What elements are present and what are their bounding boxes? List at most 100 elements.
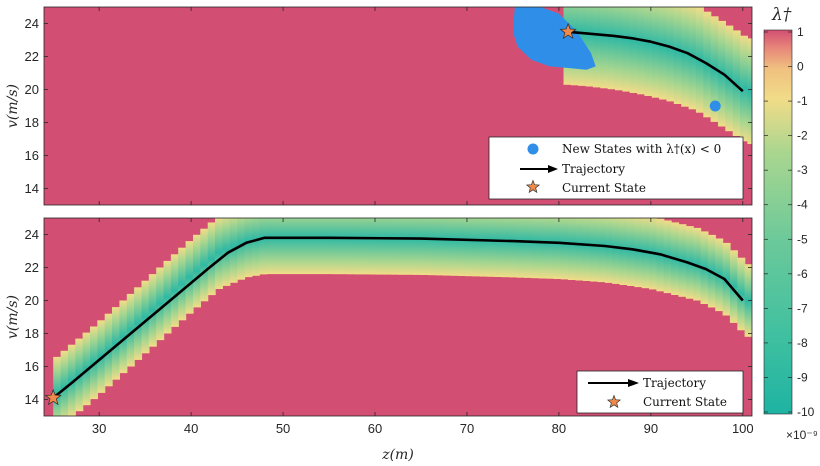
- legend-trajectory-label: Trajectory: [643, 376, 706, 390]
- colorbar-ticks: 1 0 -1 -2 -3 -4 -5 -6 -7 -8 -9 -10: [764, 25, 815, 419]
- band-cell: [575, 218, 584, 281]
- top-new-states: [512, 7, 721, 112]
- band-cell: [732, 30, 741, 136]
- band-cell: [465, 218, 474, 277]
- x-tick-label: 40: [184, 421, 198, 436]
- band-cell: [141, 280, 150, 354]
- band-cell: [585, 7, 594, 87]
- top-legend: New States with λ†(x) < 0 Trajectory Cur…: [488, 136, 744, 200]
- colorbar-tick-label: -5: [797, 232, 808, 246]
- band-cell: [627, 218, 635, 286]
- y-tick-label: 24: [25, 227, 39, 242]
- band-cell: [509, 218, 518, 278]
- band-cell: [747, 38, 752, 144]
- band-cell: [604, 218, 613, 283]
- x-tick-label: 60: [368, 421, 382, 436]
- x-tick-label: 90: [644, 421, 658, 436]
- band-cell: [524, 218, 532, 278]
- band-cell: [126, 293, 135, 367]
- band-cell: [156, 267, 165, 341]
- band-cell: [428, 218, 437, 276]
- legend-trajectory-arrow-icon: [628, 379, 639, 387]
- band-cell: [560, 218, 569, 280]
- y-tick-label: 16: [25, 359, 39, 374]
- bottom-y-axis-label: v(m/s): [5, 295, 21, 339]
- top-y-ticks: 14 16 18 20 22 24: [25, 16, 752, 196]
- band-cell: [266, 218, 275, 275]
- y-tick-label: 20: [25, 82, 39, 97]
- band-cell: [362, 218, 371, 275]
- band-cell: [295, 218, 304, 275]
- bottom-legend: Trajectory Current State: [576, 370, 744, 414]
- y-tick-label: 14: [25, 181, 39, 196]
- y-tick-label: 14: [25, 392, 39, 407]
- band-cell: [607, 7, 616, 90]
- band-cell: [384, 218, 393, 275]
- band-cell: [259, 218, 268, 275]
- colorbar-tick-label: -6: [797, 267, 808, 281]
- band-cell: [479, 218, 488, 277]
- legend-new-states-marker: [527, 143, 539, 155]
- top-axes-box: [43, 6, 753, 206]
- band-cell: [516, 218, 525, 278]
- new-states-region: [512, 7, 596, 70]
- legend-current-state-label: Current State: [562, 181, 646, 195]
- band-cell: [659, 7, 668, 100]
- band-cell: [112, 307, 120, 380]
- band-cell: [600, 7, 609, 89]
- colorbar-tick-label: -3: [797, 163, 808, 177]
- colorbar-title: λ†: [771, 5, 792, 25]
- top-panel: 14 16 18 20 22 24 v(m/s) New States with λ†(x…: [5, 6, 753, 206]
- band-cell: [185, 241, 194, 314]
- colorbar-tick-label: -1: [797, 94, 808, 108]
- band-cell: [119, 300, 128, 374]
- band-cell: [354, 218, 363, 275]
- band-cell: [590, 218, 599, 282]
- y-tick-label: 16: [25, 148, 39, 163]
- current-state-star: [44, 388, 62, 406]
- band-cell: [443, 218, 452, 276]
- band-cell: [369, 218, 378, 275]
- band-cell: [281, 218, 290, 275]
- band-cell: [53, 356, 62, 416]
- band-cell: [148, 274, 157, 347]
- top-current-state: [559, 22, 577, 40]
- band-cell: [737, 257, 746, 331]
- colorbar-exponent: ×10⁻⁹: [786, 428, 818, 442]
- new-state-point: [709, 100, 721, 112]
- current-state-star: [559, 22, 577, 40]
- band-cell: [450, 218, 459, 276]
- band-cell: [546, 218, 554, 279]
- band-cell: [740, 35, 748, 142]
- band-cell: [612, 218, 621, 284]
- star-shape: [525, 179, 541, 194]
- band-cell: [273, 218, 282, 275]
- band-cell: [637, 7, 646, 95]
- band-cell: [472, 218, 481, 277]
- band-cell: [60, 350, 69, 416]
- band-cell: [582, 218, 591, 281]
- band-cell: [592, 7, 601, 88]
- band-cell: [681, 7, 690, 107]
- band-cell: [200, 228, 209, 302]
- band-cell: [325, 218, 334, 275]
- x-tick-label: 50: [276, 421, 290, 436]
- colorbar-tick-label: -10: [797, 405, 815, 419]
- band-cell: [398, 218, 407, 275]
- y-tick-label: 24: [25, 16, 39, 31]
- band-cell: [67, 344, 76, 416]
- band-cell: [619, 218, 628, 285]
- band-cell: [531, 218, 540, 279]
- x-tick-label: 30: [92, 421, 106, 436]
- bottom-panel: 30 40 50 60 70 80 90 100 14 16 18 20 22 24 v(m/s) z(…: [5, 217, 754, 463]
- band-cell: [666, 7, 675, 102]
- band-cell: [163, 260, 172, 334]
- x-tick-label: 80: [552, 421, 566, 436]
- y-tick-label: 18: [25, 326, 39, 341]
- band-cell: [722, 242, 731, 316]
- band-cell: [641, 218, 650, 289]
- band-cell: [615, 7, 623, 91]
- legend-trajectory-arrow-icon: [548, 165, 558, 173]
- band-cell: [222, 218, 231, 286]
